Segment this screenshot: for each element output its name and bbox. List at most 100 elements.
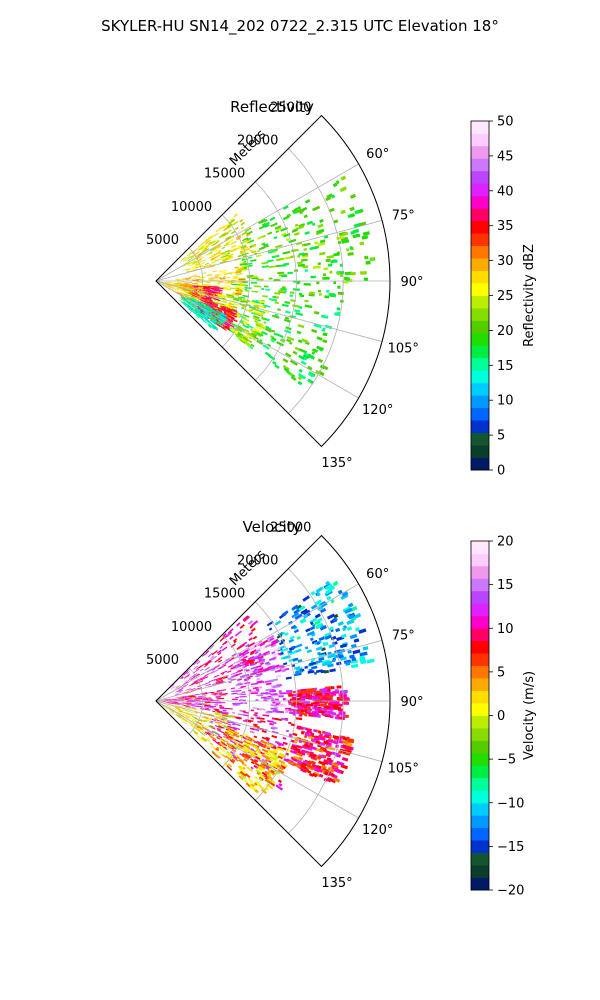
echo-bin [261,736,270,741]
echo-bin [316,622,324,629]
echo-bin [224,282,233,284]
echo-bin [249,730,255,734]
echo-bin [310,604,318,610]
echo-bin [242,719,247,723]
echo-bin [193,673,198,676]
echo-bin [204,295,212,299]
echo-bin [265,711,270,714]
echo-bin [250,343,255,348]
echo-bin [324,634,332,640]
echo-bin [267,773,272,777]
echo-bin [159,703,166,708]
echo-bin [349,633,358,640]
echo-bin [246,670,253,674]
echo-bin [362,231,370,236]
echo-bin [315,659,323,664]
echo-bin [213,251,221,256]
echo-bin [318,730,322,734]
echo-bin [303,214,308,219]
echo-bin [171,699,177,700]
echo-bin [231,230,236,235]
echo-bin [363,277,368,281]
echo-bin [216,295,222,298]
echo-bin [220,323,223,326]
echo-bin [332,617,338,622]
echo-bin [330,715,334,719]
echo-bin [331,658,336,663]
echo-bin [201,732,206,736]
echo-bin [248,264,253,267]
echo-bin [216,697,225,700]
echo-bin [188,701,194,702]
echo-bin [269,722,274,726]
echo-bin [304,744,310,748]
echo-bin [190,709,197,711]
echo-bin [239,277,246,280]
echo-bin [263,219,268,223]
echo-bin [181,285,185,287]
echo-bin [315,693,323,696]
echo-bin [176,708,182,711]
echo-bin [238,670,242,673]
echo-bin [213,694,219,696]
echo-bin [256,249,261,253]
echo-bin [296,330,302,335]
colorbar-swatch [471,370,489,384]
echo-bin [181,695,188,698]
colorbar-label: Velocity (m/s) [522,671,537,760]
echo-bin [225,631,233,638]
echo-bin [341,633,347,639]
echo-bin [277,779,282,784]
echo-bin [210,705,217,707]
echo-bin [321,659,331,664]
echo-bin [194,294,202,298]
echo-bin [238,652,245,657]
echo-bin [256,312,263,316]
echo-bin [198,314,204,319]
echo-bin [306,703,314,707]
echo-bin [199,279,204,281]
echo-bin [274,771,280,776]
echo-bin [231,283,237,286]
echo-bin [184,293,189,297]
echo-bin [250,259,257,262]
echo-bin [263,304,271,308]
echo-bin [319,293,322,296]
echo-bin [288,238,297,244]
echo-bin [324,714,331,718]
echo-bin [255,305,259,309]
echo-bin [338,712,343,716]
echo-bin [178,697,182,698]
echo-bin [299,210,303,215]
echo-bin [285,689,293,693]
echo-bin [243,745,249,750]
echo-bin [222,640,228,646]
colorbar-tick-label: −10 [497,796,524,811]
echo-bin [227,670,232,673]
echo-bin [272,768,281,775]
echo-bin [294,309,301,313]
echo-bin [201,285,208,287]
echo-bin [283,367,290,373]
echo-bin [249,645,255,650]
colorbar-swatch [471,270,489,284]
echo-bin [268,298,277,302]
echo-bin [189,722,193,726]
echo-bin [335,627,341,633]
echo-bin [198,306,205,312]
echo-bin [314,620,321,626]
echo-bin [250,627,256,632]
echo-bin [179,697,183,699]
echo-bin [182,268,188,271]
echo-bin [223,676,228,679]
echo-bin [255,674,262,678]
echo-bin [239,644,245,649]
echo-bin [302,693,306,697]
echo-bin [177,705,185,708]
echo-bin [257,680,265,684]
echo-bin [226,727,231,730]
echo-bin [275,279,278,281]
echo-bin [245,782,251,788]
echo-bin [295,225,304,231]
echo-bin [202,319,206,323]
